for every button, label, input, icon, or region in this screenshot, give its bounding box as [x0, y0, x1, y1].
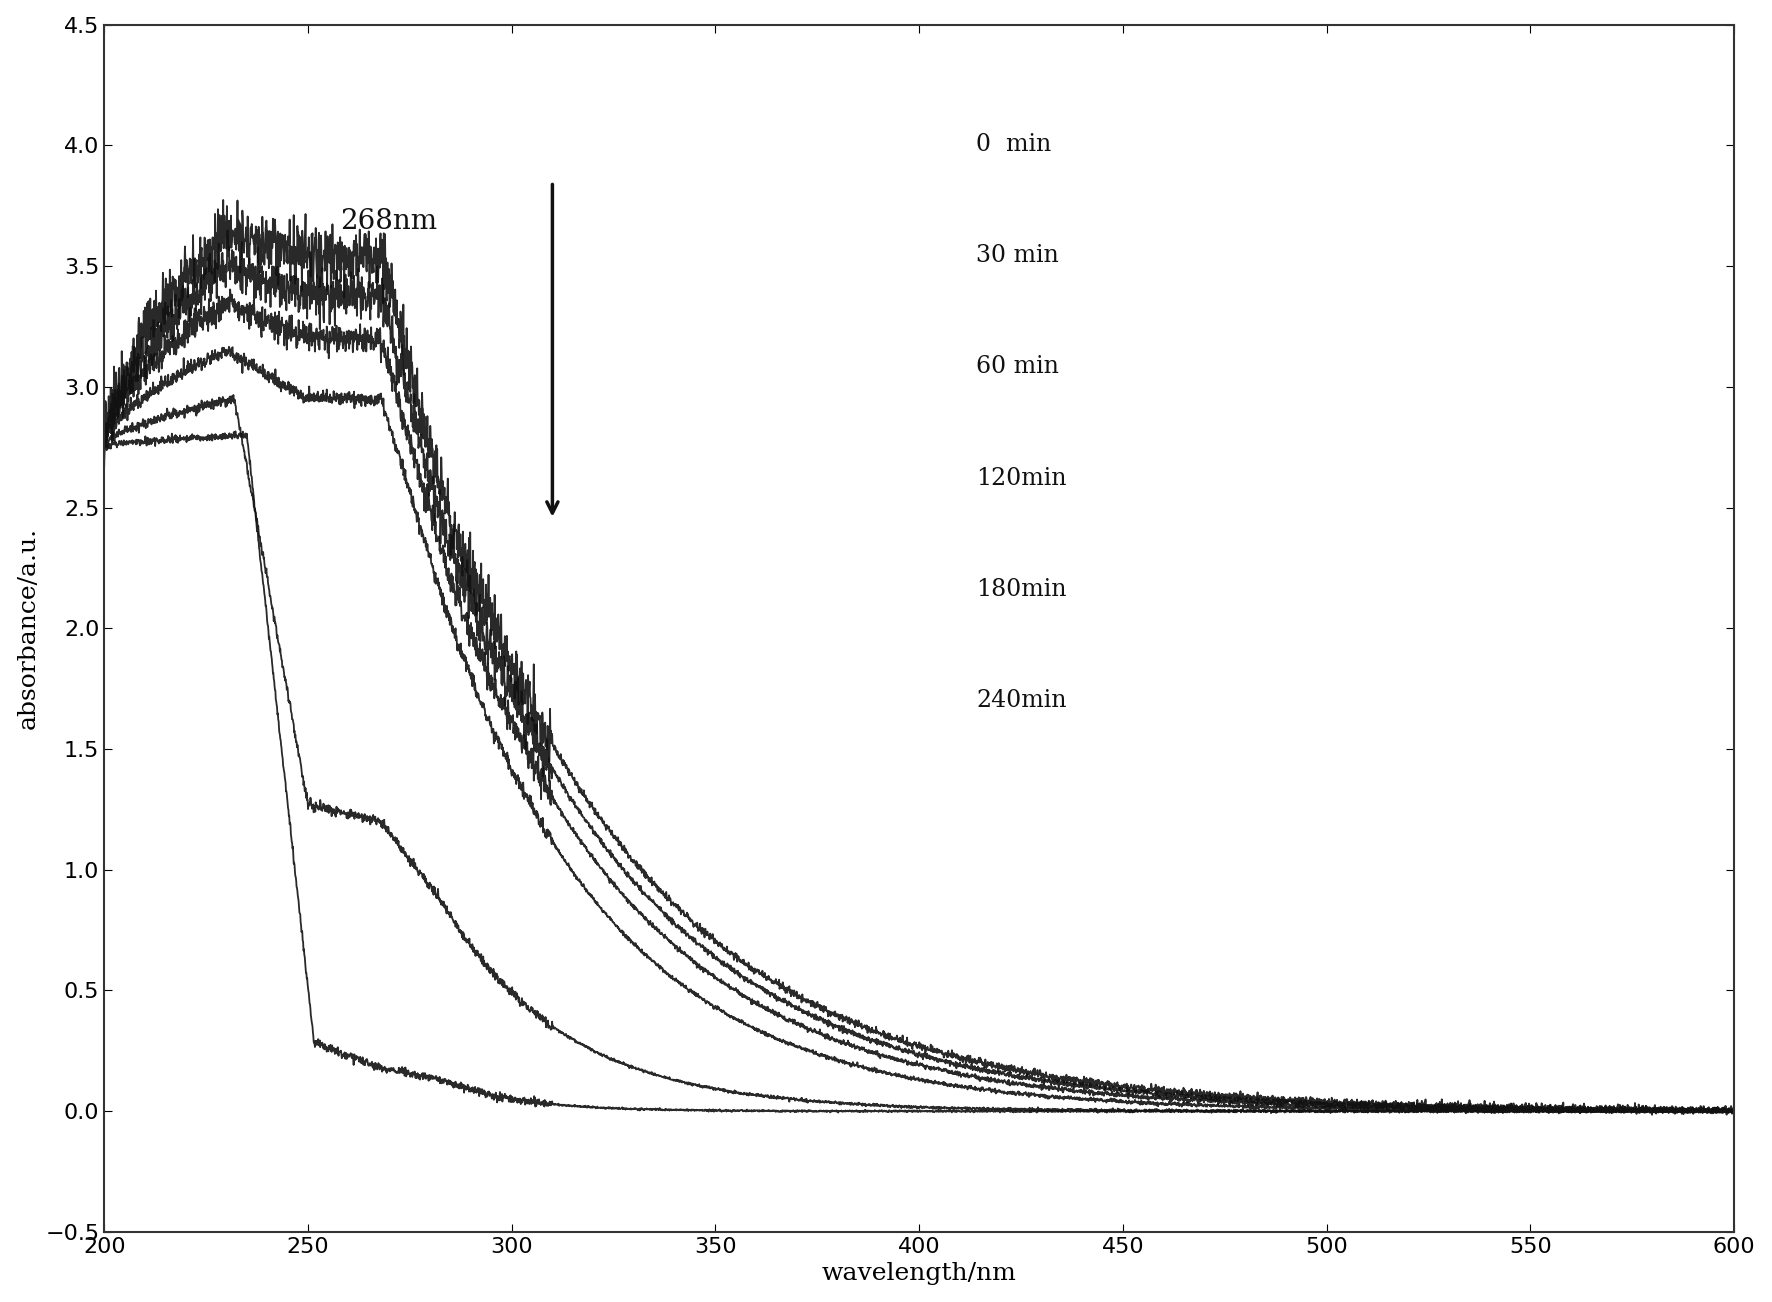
- X-axis label: wavelength/nm: wavelength/nm: [822, 1263, 1017, 1285]
- Text: 60 min: 60 min: [976, 355, 1060, 379]
- Y-axis label: absorbance/a.u.: absorbance/a.u.: [16, 527, 39, 729]
- Text: 268nm: 268nm: [340, 208, 438, 234]
- Text: 240min: 240min: [976, 689, 1067, 712]
- Text: 0  min: 0 min: [976, 133, 1051, 156]
- Text: 120min: 120min: [976, 466, 1067, 490]
- Text: 180min: 180min: [976, 578, 1067, 600]
- Text: 30 min: 30 min: [976, 245, 1060, 267]
